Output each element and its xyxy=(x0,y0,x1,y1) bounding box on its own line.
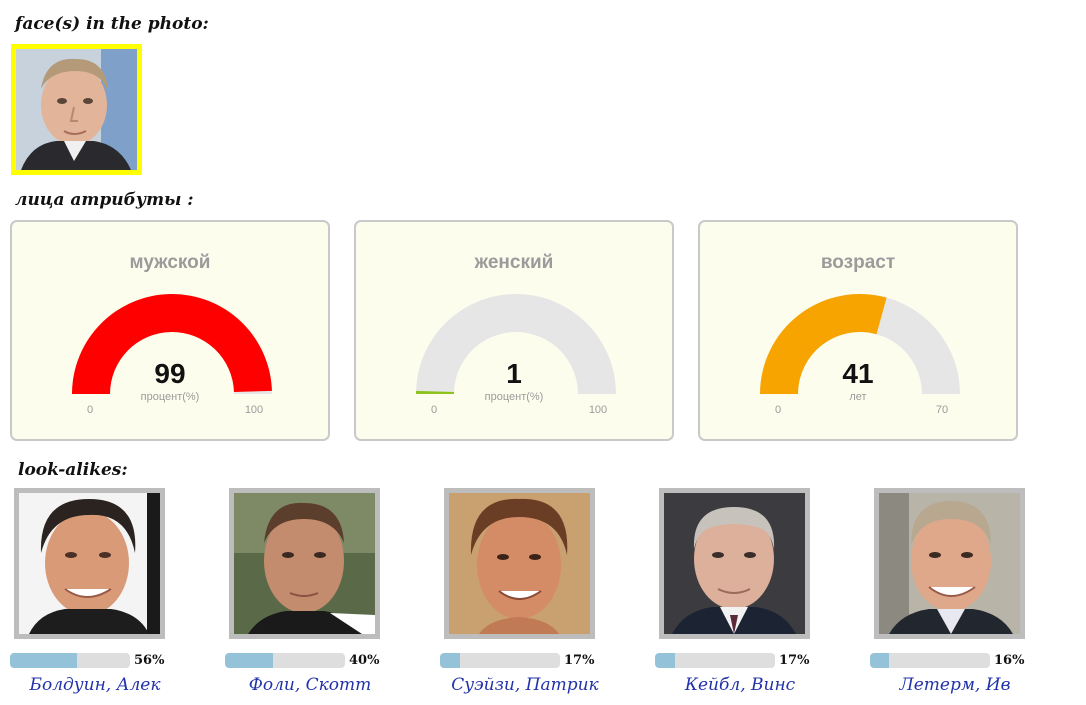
attribute-unit: процент(%) xyxy=(484,391,544,403)
male-attribute-card: мужской 99 процент(%) 0 100 xyxy=(10,220,330,441)
gauge-min-label: 0 xyxy=(430,404,438,416)
face-photo-icon xyxy=(664,493,805,634)
lookalike-name-link[interactable]: Суэйзи, Патрик xyxy=(451,675,599,695)
age-gauge xyxy=(760,294,960,394)
attribute-value: 1 xyxy=(506,358,522,389)
lookalike-photo[interactable] xyxy=(444,488,595,639)
lookalike-name-link[interactable]: Летерм, Ив xyxy=(899,675,1011,695)
attribute-unit: процент(%) xyxy=(140,391,200,403)
lookalike-photo[interactable] xyxy=(14,488,165,639)
lookalike-photo[interactable] xyxy=(229,488,380,639)
lookalike-name-link[interactable]: Кейбл, Винс xyxy=(684,675,796,695)
lookalike-name-link[interactable]: Фоли, Скотт xyxy=(248,675,372,695)
detected-face-thumbnail[interactable] xyxy=(11,44,142,175)
gauge-max-label: 100 xyxy=(588,404,608,416)
similarity-bar-fill xyxy=(440,653,461,668)
faces-section-title: face(s) in the photo: xyxy=(15,14,209,34)
gauge-max-label: 100 xyxy=(244,404,264,416)
similarity-bar-fill xyxy=(870,653,890,668)
attribute-value: 99 xyxy=(154,358,186,389)
similarity-percent: 16% xyxy=(994,653,1025,668)
male-gauge xyxy=(72,294,272,394)
gauge-min-label: 0 xyxy=(86,404,94,416)
similarity-bar-fill xyxy=(225,653,273,668)
attribute-unit: лет xyxy=(849,391,867,403)
gauge-min-label: 0 xyxy=(774,404,782,416)
similarity-percent: 17% xyxy=(564,653,595,668)
lookalikes-section-title: look-alikes: xyxy=(18,460,128,480)
face-photo-icon xyxy=(234,493,375,634)
face-photo-icon xyxy=(879,493,1020,634)
female-gauge xyxy=(416,294,616,394)
gauge-fill xyxy=(72,294,272,394)
similarity-bar xyxy=(225,653,345,668)
gauge-track xyxy=(416,294,616,394)
female-attribute-card: женский 1 процент(%) 0 100 xyxy=(354,220,674,441)
face-photo-icon xyxy=(449,493,590,634)
gauge-max-label: 70 xyxy=(935,404,949,416)
attributes-section-title: лица атрибуты : xyxy=(15,190,194,210)
similarity-bar-fill xyxy=(655,653,676,668)
similarity-bar xyxy=(655,653,775,668)
attribute-value: 41 xyxy=(842,358,874,389)
age-attribute-card: возраст 41 лет 0 70 xyxy=(698,220,1018,441)
face-photo-icon xyxy=(19,493,160,634)
attribute-title: мужской xyxy=(129,252,211,273)
gauge-fill xyxy=(416,390,455,394)
face-photo-icon xyxy=(16,49,137,170)
gauge-fill xyxy=(760,294,887,394)
similarity-percent: 17% xyxy=(779,653,810,668)
similarity-bar xyxy=(10,653,130,668)
similarity-bar xyxy=(440,653,560,668)
similarity-percent: 40% xyxy=(349,653,380,668)
lookalike-photo[interactable] xyxy=(659,488,810,639)
similarity-bar xyxy=(870,653,990,668)
attribute-title: возраст xyxy=(820,252,896,273)
similarity-bar-fill xyxy=(10,653,78,668)
attribute-title: женский xyxy=(474,252,554,273)
lookalike-name-link[interactable]: Болдуин, Алек xyxy=(29,675,161,695)
lookalike-photo[interactable] xyxy=(874,488,1025,639)
similarity-percent: 56% xyxy=(134,653,165,668)
